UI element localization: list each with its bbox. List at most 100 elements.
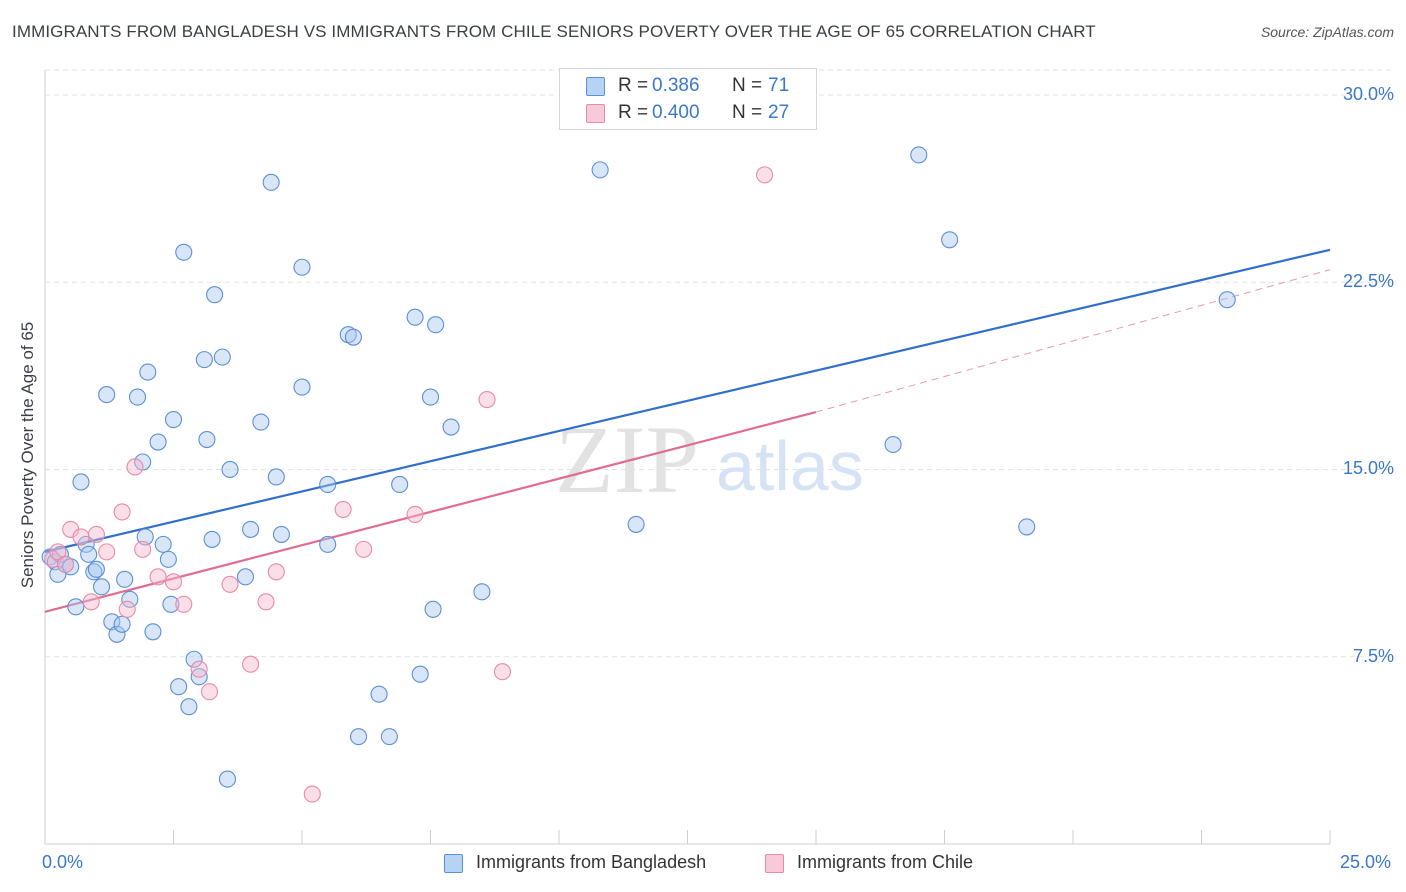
point-bangladesh: [293, 258, 311, 276]
point-bangladesh: [427, 316, 445, 334]
point-bangladesh: [319, 535, 337, 553]
point-bangladesh: [252, 413, 270, 431]
y-axis-label-wrap: Seniors Poverty Over the Age of 65: [6, 322, 37, 588]
y-tick-label: 15.0%: [1342, 458, 1394, 479]
point-bangladesh: [221, 460, 239, 479]
point-chile: [175, 595, 193, 613]
point-bangladesh: [92, 578, 111, 596]
legend-label-bangladesh: Immigrants from Bangladesh: [476, 852, 707, 872]
point-chile: [478, 391, 496, 409]
chart-title: IMMIGRANTS FROM BANGLADESH VS IMMIGRANTS…: [12, 22, 1096, 41]
point-chile: [221, 575, 239, 593]
y-tick-label: 30.0%: [1342, 83, 1394, 104]
point-bangladesh: [591, 161, 609, 179]
point-chile: [49, 543, 67, 561]
watermark-atlas: atlas: [716, 427, 864, 505]
point-chile: [118, 600, 136, 618]
point-bangladesh: [164, 410, 183, 429]
legend-label-chile: Immigrants from Chile: [797, 852, 974, 872]
watermark-zip: ZIP: [555, 406, 699, 513]
point-bangladesh: [170, 678, 188, 696]
point-bangladesh: [195, 351, 213, 369]
point-bangladesh: [80, 545, 98, 563]
n-value-chile: 27: [768, 102, 790, 123]
point-chile: [756, 166, 774, 184]
point-bangladesh: [242, 520, 260, 538]
point-bangladesh: [293, 378, 311, 396]
trend-line: [44, 410, 817, 613]
axes: [44, 70, 1331, 845]
point-bangladesh: [98, 386, 116, 404]
point-chile: [126, 458, 144, 476]
point-bangladesh: [206, 286, 224, 304]
r-value-chile: 0.400: [652, 102, 700, 123]
point-bangladesh: [267, 468, 285, 486]
point-bangladesh: [319, 475, 337, 494]
point-chile: [200, 683, 219, 701]
point-chile: [406, 505, 424, 523]
trend-line: [44, 248, 1331, 553]
point-bangladesh: [67, 598, 85, 616]
point-bangladesh: [218, 770, 237, 788]
point-bangladesh: [144, 623, 162, 641]
swatch-chile: [586, 104, 605, 123]
point-chile: [164, 573, 183, 591]
point-chile: [134, 540, 152, 558]
point-bangladesh: [370, 685, 388, 703]
point-bangladesh: [159, 550, 177, 568]
point-bangladesh: [162, 595, 180, 613]
point-bangladesh: [473, 583, 491, 601]
point-bangladesh: [1018, 518, 1036, 536]
point-bangladesh: [149, 433, 167, 451]
point-bangladesh: [236, 568, 255, 586]
point-chile: [149, 568, 167, 586]
source-credit: Source: ZipAtlas.com: [1260, 24, 1394, 40]
point-bangladesh: [391, 475, 409, 494]
point-bangladesh: [380, 728, 398, 746]
point-bangladesh: [424, 600, 442, 618]
point-chile: [72, 528, 90, 546]
point-bangladesh: [442, 418, 460, 436]
point-bangladesh: [262, 173, 280, 191]
point-bangladesh: [103, 613, 121, 631]
r-label: R =: [618, 102, 649, 123]
stats-legend: R = 0.386 N = 71 R = 0.400 N = 27: [559, 68, 817, 130]
point-bangladesh: [87, 560, 105, 578]
legend-swatch-bangladesh: [444, 854, 463, 873]
point-chile: [113, 503, 131, 521]
point-bangladesh: [85, 563, 103, 581]
point-bangladesh: [185, 650, 203, 668]
point-bangladesh: [421, 388, 440, 406]
y-tick-label: 22.5%: [1342, 271, 1394, 292]
point-bangladesh: [203, 530, 221, 548]
point-chile: [87, 525, 105, 543]
r-label: R =: [618, 75, 649, 96]
point-bangladesh: [627, 515, 645, 533]
data-points: [41, 146, 1236, 803]
point-bangladesh: [121, 590, 139, 608]
point-chile: [190, 660, 208, 678]
point-bangladesh: [213, 348, 231, 366]
x-tick-label-min: 0.0%: [42, 852, 84, 872]
point-chile: [303, 785, 321, 803]
point-chile: [242, 655, 260, 673]
point-bangladesh: [175, 243, 193, 261]
swatch-bangladesh: [586, 77, 605, 96]
point-bangladesh: [108, 625, 126, 643]
trend-line: [815, 269, 1331, 413]
point-chile: [493, 663, 512, 681]
n-label: N =: [732, 75, 763, 96]
point-bangladesh: [116, 570, 134, 588]
point-bangladesh: [113, 615, 131, 633]
point-bangladesh: [349, 728, 368, 746]
point-bangladesh: [344, 328, 362, 346]
point-bangladesh: [406, 308, 424, 326]
x-tick-label-max: 25.0%: [1340, 852, 1392, 872]
point-bangladesh: [884, 435, 902, 454]
n-value-bangladesh: 71: [768, 75, 790, 96]
legend-swatch-chile: [765, 854, 784, 873]
point-bangladesh: [198, 430, 216, 449]
point-chile: [257, 593, 275, 611]
trend-lines: [44, 248, 1331, 613]
